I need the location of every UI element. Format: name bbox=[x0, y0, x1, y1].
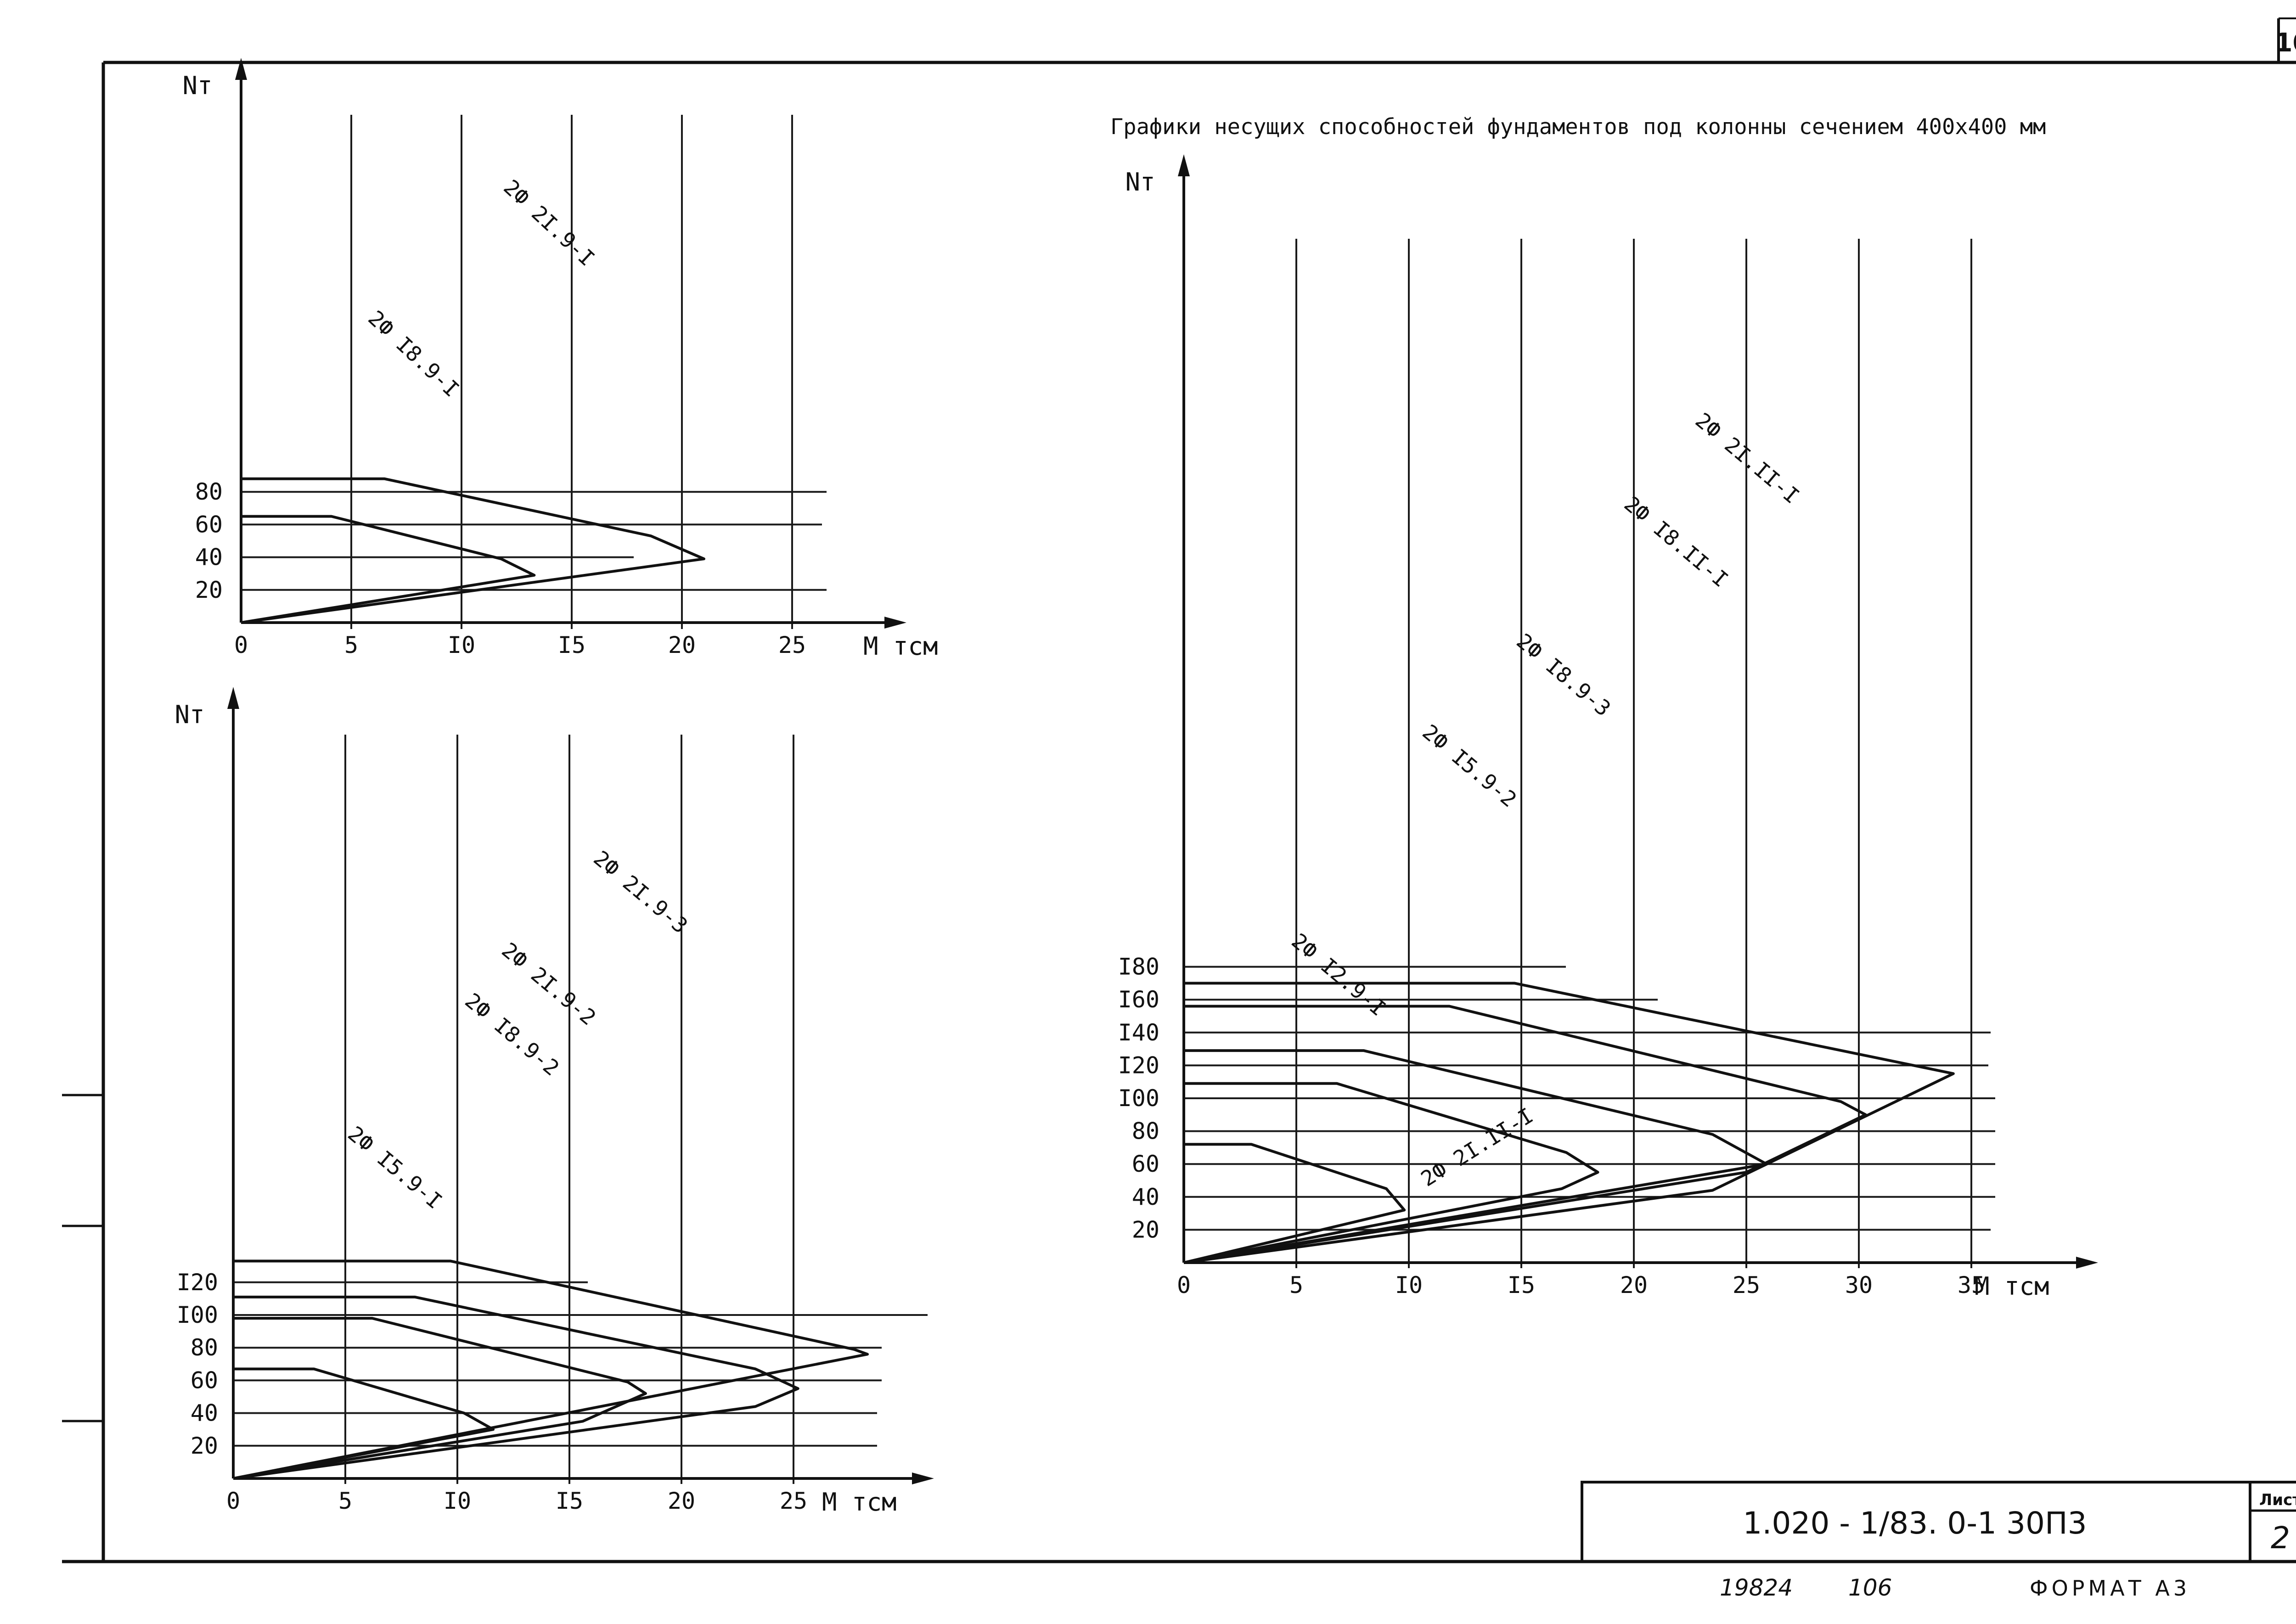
y-tick-label: I00 bbox=[177, 1302, 218, 1328]
x-tick-label: 0 bbox=[226, 1488, 240, 1514]
y-tick-label: I80 bbox=[1118, 954, 1159, 980]
chart-bottom-left: 0 5 I0 I5 20 25 20 40 60 80 I00 I20 Nт М тсм 2Ф 2I.9-3… bbox=[174, 687, 934, 1517]
x-axis-arrow bbox=[884, 617, 906, 629]
x-tick-label: 25 bbox=[778, 632, 806, 658]
x-tick-label: 20 bbox=[668, 1488, 695, 1514]
x-tick-label: I0 bbox=[444, 1488, 471, 1514]
series-line bbox=[233, 1317, 647, 1480]
y-tick-label: 20 bbox=[191, 1433, 218, 1459]
inventory-number-2: 106 bbox=[1848, 1574, 1892, 1601]
x-axis-arrow bbox=[912, 1472, 934, 1484]
inventory-number: 19824 bbox=[1720, 1574, 1793, 1601]
x-tick-label: 0 bbox=[234, 632, 248, 658]
x-axis-arrow bbox=[2076, 1257, 2098, 1269]
y-axis-label: Nт bbox=[182, 71, 212, 100]
series-label: 2Ф 2I.II-I bbox=[1691, 408, 1804, 508]
y-tick-label: 60 bbox=[1132, 1151, 1159, 1177]
x-tick-label: I5 bbox=[1508, 1272, 1535, 1298]
y-tick-label: 20 bbox=[1132, 1216, 1159, 1243]
x-axis-label: М тсм bbox=[1975, 1272, 2049, 1301]
series-line bbox=[233, 1367, 495, 1480]
series-label: 2Ф I8.9-3 bbox=[1512, 629, 1615, 721]
y-tick-label: I60 bbox=[1118, 986, 1159, 1013]
y-tick-label: 60 bbox=[195, 511, 223, 538]
x-tick-label: 5 bbox=[344, 632, 358, 658]
document-code: 1.020 - 1/83. 0-1 30П3 bbox=[1743, 1506, 2087, 1541]
series-label: 2Ф 2I.9-3 bbox=[589, 846, 692, 938]
y-tick-label: I20 bbox=[177, 1269, 218, 1296]
series-line bbox=[233, 1259, 869, 1480]
series-label-extra: 2Ф 2I.II-I bbox=[1417, 1103, 1537, 1191]
x-tick-label: 30 bbox=[1845, 1272, 1873, 1298]
x-tick-label: I5 bbox=[556, 1488, 583, 1514]
series-line bbox=[241, 515, 536, 624]
y-axis-label: Nт bbox=[174, 700, 204, 729]
chart-right: 0 5 I0 I5 20 25 30 35 20 40 60 80 I00 I20 I40 I60 I80 Nт М… bbox=[1118, 154, 2098, 1301]
series-label: 2Ф I8.9-I bbox=[363, 306, 464, 402]
x-tick-label: 0 bbox=[1177, 1272, 1191, 1298]
x-tick-label: 5 bbox=[1289, 1272, 1303, 1298]
series-line bbox=[1183, 1082, 1599, 1264]
x-tick-label: 20 bbox=[1620, 1272, 1648, 1298]
y-axis-arrow bbox=[235, 58, 247, 80]
x-axis-label: М тсм bbox=[863, 632, 938, 661]
series-line bbox=[1183, 982, 1955, 1264]
y-tick-label: 40 bbox=[1132, 1184, 1159, 1210]
y-tick-label: I00 bbox=[1118, 1085, 1159, 1112]
series-label: 2Ф 2I.9-I bbox=[499, 175, 599, 271]
series-label: 2Ф I8.II-I bbox=[1620, 491, 1733, 592]
x-tick-label: I0 bbox=[448, 632, 475, 658]
series-label: 2Ф I8.9-2 bbox=[460, 988, 564, 1081]
x-axis-label: М тсм bbox=[822, 1488, 897, 1517]
page-number: 105 bbox=[2275, 28, 2296, 58]
chart-top-left: 0 5 I0 I5 20 25 20 40 60 80 Nт М тсм 2Ф 2I.9-I 2Ф I8.… bbox=[182, 58, 938, 661]
series-line bbox=[241, 477, 705, 624]
chart-title: Графики несущих способностей фундаментов… bbox=[1110, 114, 2046, 140]
x-tick-label: 5 bbox=[338, 1488, 352, 1514]
series-label: 2Ф I5.9-2 bbox=[1418, 719, 1521, 812]
y-tick-label: 80 bbox=[1132, 1118, 1159, 1145]
y-tick-label: 40 bbox=[191, 1400, 218, 1427]
series-label: 2Ф 2I.9-2 bbox=[497, 938, 601, 1030]
y-tick-label: 60 bbox=[191, 1367, 218, 1394]
x-tick-label: 20 bbox=[668, 632, 696, 658]
y-tick-label: 80 bbox=[191, 1334, 218, 1361]
x-tick-label: 25 bbox=[780, 1488, 807, 1514]
x-tick-label: 35 bbox=[1958, 1272, 1985, 1298]
y-tick-label: 20 bbox=[195, 577, 223, 603]
y-tick-label: 80 bbox=[195, 478, 223, 505]
series-line bbox=[1183, 1005, 1867, 1264]
x-tick-label: 25 bbox=[1733, 1272, 1760, 1298]
y-tick-label: I40 bbox=[1118, 1019, 1159, 1046]
sheet-frame bbox=[62, 17, 2296, 1563]
title-block bbox=[1581, 1481, 2296, 1563]
series-line bbox=[1183, 1143, 1406, 1264]
x-tick-label: I0 bbox=[1395, 1272, 1423, 1298]
x-tick-label: I5 bbox=[558, 632, 585, 658]
y-axis-arrow bbox=[1178, 154, 1190, 176]
sheet-label: Лист bbox=[2259, 1491, 2296, 1509]
series-line bbox=[233, 1295, 799, 1480]
y-tick-label: I20 bbox=[1118, 1052, 1159, 1079]
y-axis-label: Nт bbox=[1125, 168, 1155, 197]
y-tick-label: 40 bbox=[195, 544, 223, 571]
sheet-number: 2 bbox=[2271, 1520, 2290, 1556]
series-label: 2Ф I5.9-I bbox=[343, 1121, 447, 1214]
y-axis-arrow bbox=[227, 687, 239, 709]
series-line bbox=[1183, 1049, 1768, 1264]
format-label: ФОРМАТ А3 bbox=[2030, 1576, 2190, 1601]
